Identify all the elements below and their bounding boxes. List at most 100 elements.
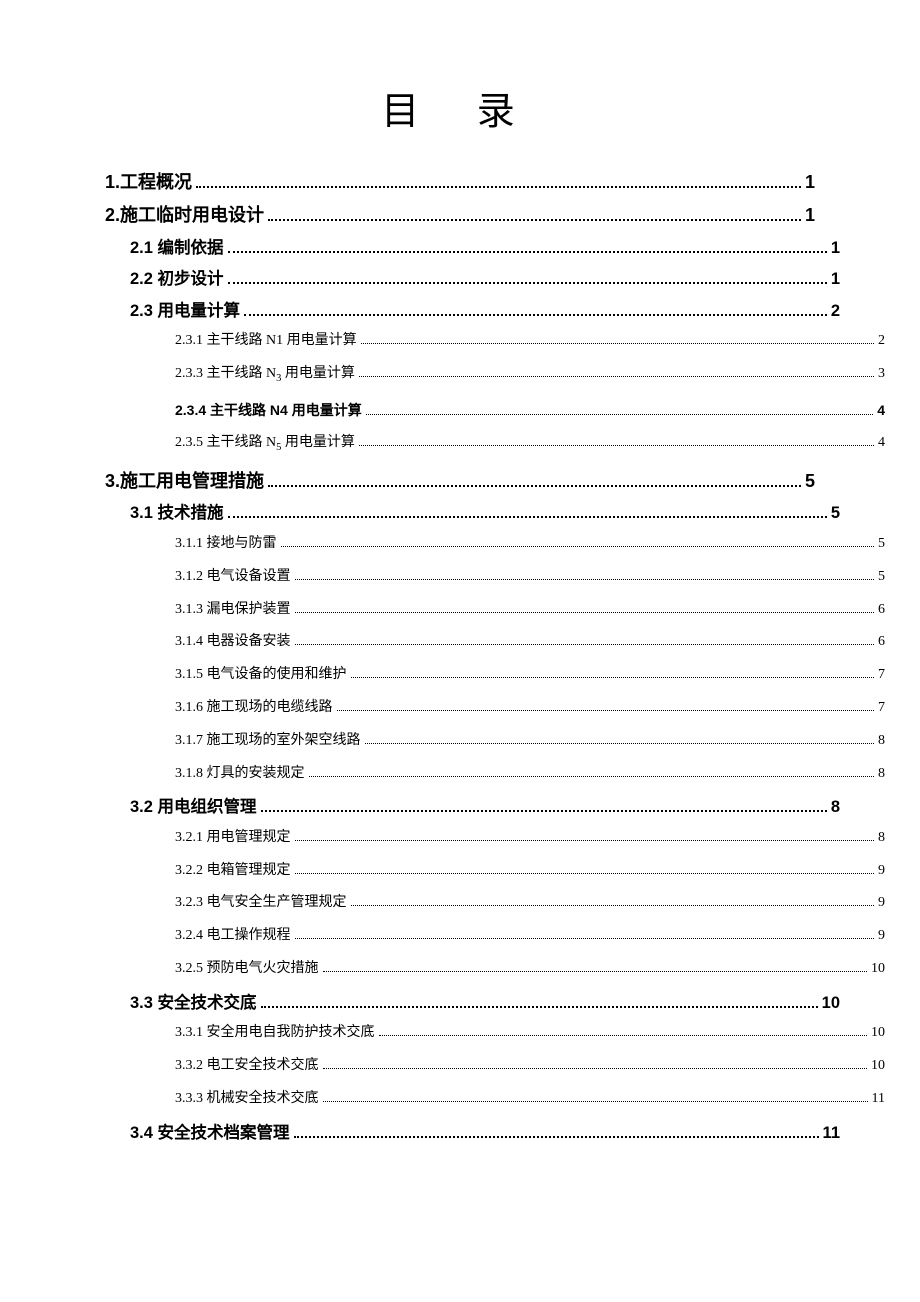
toc-entry: 3.2.3 电气安全生产管理规定 9 (105, 896, 885, 911)
toc-entry-page: 3 (878, 367, 885, 381)
toc-leader-dots (351, 667, 875, 678)
toc-entry-page: 2 (878, 334, 885, 348)
toc-entry: 3.2 用电组织管理 8 (105, 799, 840, 817)
toc-entry-page: 9 (878, 896, 885, 910)
toc-entry-page: 5 (831, 505, 840, 522)
toc-entry-page: 11 (872, 1092, 885, 1106)
toc-leader-dots (228, 271, 827, 285)
toc-entry-label: 3.1.2 电气设备设置 (175, 570, 291, 584)
toc-leader-dots (295, 569, 875, 580)
toc-leader-dots (268, 206, 801, 221)
toc-entry-label: 3.2.3 电气安全生产管理规定 (175, 896, 347, 910)
toc-entry-label: 3.1.8 灯具的安装规定 (175, 767, 305, 781)
toc-entry-page: 8 (878, 767, 885, 781)
toc-entry-page: 1 (831, 240, 840, 257)
toc-entry-label: 3.1.1 接地与防雷 (175, 537, 277, 551)
toc-leader-dots (323, 961, 868, 972)
toc-entry-label: 3.3.1 安全用电自我防护技术交底 (175, 1026, 375, 1040)
toc-entry: 2.3.1 主干线路 N1 用电量计算 2 (105, 334, 885, 349)
toc-entry: 2.施工临时用电设计 1 (105, 206, 815, 225)
toc-entry: 3.3 安全技术交底 10 (105, 994, 840, 1012)
toc-entry: 3.1.8 灯具的安装规定 8 (105, 766, 885, 781)
toc-entry-page: 10 (871, 1059, 885, 1073)
toc-leader-dots (379, 1026, 868, 1037)
toc-entry: 3.1 技术措施5 (105, 505, 840, 523)
toc-leader-dots (261, 799, 827, 813)
toc-entry-label: 2.3.1 主干线路 N1 用电量计算 (175, 334, 357, 348)
toc-entry-page: 9 (878, 929, 885, 943)
toc-entry: 3.1.2 电气设备设置 5 (105, 569, 885, 584)
toc-entry-label: 3.1.7 施工现场的室外架空线路 (175, 734, 361, 748)
toc-entry: 2.2 初步设计 1 (105, 271, 840, 289)
toc-entry: 3.1.1 接地与防雷5 (105, 536, 885, 551)
toc-entry-label: 3.2.5 预防电气火灾措施 (175, 962, 319, 976)
toc-title: 目 录 (105, 80, 815, 135)
toc-entry-page: 7 (878, 701, 885, 715)
toc-entry: 3.3.3 机械安全技术交底 11 (105, 1091, 885, 1106)
toc-leader-dots (295, 602, 875, 613)
toc-leader-dots (323, 1091, 868, 1102)
toc-entry-label: 3.2.4 电工操作规程 (175, 929, 291, 943)
toc-container: 1.工程概况12.施工临时用电设计12.1 编制依据12.2 初步设计12.3 … (105, 173, 815, 1142)
toc-leader-dots (365, 733, 875, 744)
toc-entry-page: 4 (877, 403, 885, 417)
toc-leader-dots (268, 472, 801, 487)
toc-entry-page: 11 (823, 1125, 840, 1142)
toc-entry-label: 2.2 初步设计 (130, 271, 224, 288)
toc-leader-dots (359, 436, 874, 447)
toc-entry-page: 8 (831, 799, 840, 816)
toc-entry-label: 3.1.4 电器设备安装 (175, 635, 291, 649)
toc-entry-page: 7 (878, 668, 885, 682)
toc-entry-label: 2.3 用电量计算 (130, 303, 240, 320)
toc-entry-label: 2.3.5 主干线路 N5 用电量计算 (175, 436, 355, 453)
toc-entry: 3.1.6 施工现场的电缆线路 7 (105, 700, 885, 715)
toc-entry-page: 1 (805, 173, 815, 191)
toc-leader-dots (295, 635, 875, 646)
toc-entry-page: 2 (831, 303, 840, 320)
toc-entry: 3.4 安全技术档案管理 11 (105, 1124, 840, 1142)
toc-entry: 3.3.2 电工安全技术交底 10 (105, 1058, 885, 1073)
toc-entry-label: 2.1 编制依据 (130, 240, 224, 257)
toc-entry-label: 3.3 安全技术交底 (130, 995, 257, 1012)
toc-entry: 3.1.4 电器设备安装 6 (105, 635, 885, 650)
toc-leader-dots (337, 700, 875, 711)
toc-entry: 2.3.5 主干线路 N5 用电量计算 4 (105, 436, 885, 454)
toc-leader-dots (351, 896, 875, 907)
toc-entry: 2.1 编制依据 1 (105, 239, 840, 257)
toc-entry-page: 1 (805, 206, 815, 224)
toc-entry-page: 1 (831, 271, 840, 288)
toc-entry: 3.1.5 电气设备的使用和维护 7 (105, 667, 885, 682)
toc-entry-page: 5 (878, 570, 885, 584)
toc-entry-label: 3.3.2 电工安全技术交底 (175, 1059, 319, 1073)
toc-entry: 3.3.1 安全用电自我防护技术交底10 (105, 1026, 885, 1041)
toc-entry-page: 10 (822, 995, 840, 1012)
toc-entry: 2.3.4 主干线路 N4 用电量计算4 (105, 403, 885, 418)
toc-leader-dots (244, 302, 827, 316)
toc-entry-label: 3.2 用电组织管理 (130, 799, 257, 816)
toc-leader-dots (196, 173, 801, 188)
toc-leader-dots (228, 239, 827, 253)
toc-entry-label: 3.2.1 用电管理规定 (175, 831, 291, 845)
toc-entry-label: 3.1.6 施工现场的电缆线路 (175, 701, 333, 715)
toc-entry-page: 8 (878, 734, 885, 748)
toc-entry: 3.2.1 用电管理规定8 (105, 830, 885, 845)
toc-entry-label: 3.施工用电管理措施 (105, 472, 264, 490)
toc-entry-label: 3.2.2 电箱管理规定 (175, 864, 291, 878)
toc-entry-page: 9 (878, 864, 885, 878)
document-page: 目 录 1.工程概况12.施工临时用电设计12.1 编制依据12.2 初步设计1… (0, 0, 920, 1206)
toc-entry-page: 4 (878, 436, 885, 450)
toc-leader-dots (261, 994, 818, 1008)
toc-entry-label: 3.4 安全技术档案管理 (130, 1125, 290, 1142)
toc-entry: 3.施工用电管理措施 5 (105, 472, 815, 491)
toc-leader-dots (359, 366, 874, 377)
toc-entry-page: 6 (878, 635, 885, 649)
toc-leader-dots (295, 863, 875, 874)
toc-entry-page: 10 (871, 962, 885, 976)
toc-leader-dots (366, 404, 874, 415)
toc-entry-label: 3.1.5 电气设备的使用和维护 (175, 668, 347, 682)
toc-entry-label: 3.3.3 机械安全技术交底 (175, 1092, 319, 1106)
toc-leader-dots (295, 928, 875, 939)
toc-entry: 3.2.2 电箱管理规定 9 (105, 863, 885, 878)
toc-entry-page: 5 (805, 472, 815, 490)
toc-entry-label: 2.施工临时用电设计 (105, 206, 264, 224)
